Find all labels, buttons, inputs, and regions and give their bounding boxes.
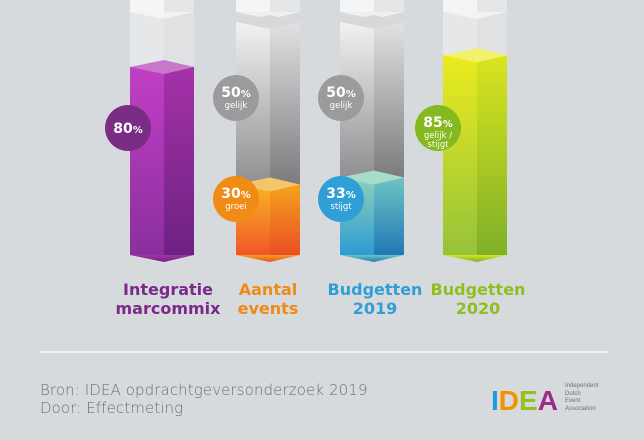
category-label-3: Budgetten 2019	[305, 280, 445, 318]
value-bubble-primary-1-value: 80%	[113, 121, 143, 137]
value-bubble-secondary-2-circle	[213, 75, 259, 121]
column-3: 33%stijgt 50%gelijk	[318, 0, 404, 262]
bar-segment-secondary-top	[340, 15, 404, 29]
logo-letter-e: E	[519, 385, 538, 416]
column-4: 85%gelijk /stijgt	[415, 0, 507, 262]
column-ghost-front	[130, 0, 164, 12]
author-line: Door: Effectmeting	[40, 399, 184, 417]
value-bubble-primary-3-sublabel: stijgt	[330, 202, 352, 212]
column-tube-front	[130, 12, 164, 67]
logo-letter-a: A	[537, 385, 558, 416]
column-ghost-side	[270, 0, 300, 12]
bar-base	[236, 255, 300, 262]
value-bubble-primary-2-value: 30%	[221, 186, 251, 202]
logo-letter-d: D	[498, 385, 520, 416]
category-label-1-line1: Integratie	[123, 280, 213, 299]
bar-segment-primary-top	[236, 177, 300, 192]
category-label-3-line2: 2019	[352, 299, 398, 318]
value-bubble-secondary-3-sublabel: gelijk	[330, 101, 353, 111]
logo-letter-i: I	[491, 385, 499, 416]
bar-segment-primary	[443, 55, 477, 255]
value-bubble-primary-4-sublabel: gelijk /	[424, 131, 452, 141]
value-bubble-secondary-3: 50%gelijk	[318, 75, 364, 121]
category-label-2: Aantal events	[198, 280, 338, 318]
bar-segment-primary-top	[130, 60, 194, 74]
bar-segment-primary-top	[340, 170, 404, 185]
column-ghost-front	[236, 0, 270, 12]
value-bubble-primary-3: 33%stijgt	[318, 176, 364, 222]
bar-segment-secondary-side	[374, 22, 404, 178]
source-note: Bron: IDEA opdrachtgeversonderzoek 2019 …	[40, 381, 368, 417]
logo-tagline-2: Dutch	[565, 390, 581, 397]
bar-base	[443, 255, 507, 262]
bar-base	[340, 255, 404, 262]
value-bubble-primary-2-sublabel: groei	[225, 202, 247, 212]
column-ghost-side	[164, 0, 194, 12]
idea-logo: IDEA Independent Dutch Event Association	[491, 383, 611, 423]
value-bubble-primary-1-circle	[105, 105, 151, 151]
column-tube-side	[164, 12, 194, 67]
value-bubble-primary-2: 30%groei	[213, 176, 259, 222]
value-bubble-primary-2-circle	[213, 176, 259, 222]
category-label-2-line2: events	[237, 299, 299, 318]
category-label-1-line2: marcommix	[115, 299, 221, 318]
column-tube-side	[477, 12, 507, 56]
value-bubble-secondary-3-value: 50%	[326, 85, 356, 101]
column-ghost-side	[477, 0, 507, 12]
divider	[40, 351, 608, 353]
value-bubble-primary-3-circle	[318, 176, 364, 222]
category-label-1: Integratie marcommix	[98, 280, 238, 318]
bar-segment-primary-side	[374, 177, 404, 255]
value-bubble-secondary-2: 50%gelijk	[213, 75, 259, 121]
bar-segment-primary-side	[270, 184, 300, 255]
value-bubble-primary-4-value: 85%	[423, 115, 453, 131]
value-bubble-primary-1: 80%	[105, 105, 151, 151]
value-bubble-primary-3-value: 33%	[326, 186, 356, 202]
value-bubble-secondary-2-value: 50%	[221, 85, 251, 101]
bar-segment-primary-side	[477, 55, 507, 255]
bar-segment-primary	[130, 67, 164, 255]
bar-segment-secondary-side	[270, 22, 300, 185]
column-tube-front	[443, 12, 477, 56]
category-label-4: Budgetten 2020	[408, 280, 548, 318]
category-label-4-line2: 2020	[455, 299, 501, 318]
idea-logo-word: IDEA	[491, 385, 558, 417]
logo-tagline: Independent Dutch Event Association	[565, 383, 615, 413]
column-2: 30%groei 50%gelijk	[213, 0, 300, 262]
column-1: 80%	[105, 0, 194, 262]
bar-base	[130, 255, 194, 262]
value-bubble-primary-4-circle	[415, 105, 461, 151]
value-bubble-primary-4: 85%gelijk /stijgt	[415, 105, 461, 151]
value-bubble-primary-4-sublabel: stijgt	[427, 140, 449, 150]
source-line: Bron: IDEA opdrachtgeversonderzoek 2019	[40, 381, 368, 399]
value-bubble-secondary-3-circle	[318, 75, 364, 121]
category-label-3-line1: Budgetten	[327, 280, 423, 299]
column-ghost-front	[340, 0, 374, 12]
value-bubble-secondary-2-sublabel: gelijk	[225, 101, 248, 111]
bar-segment-primary-top	[443, 48, 507, 63]
column-ghost-side	[374, 0, 404, 12]
bar-segment-secondary-top	[236, 15, 300, 29]
column-ghost-front	[443, 0, 477, 12]
bar-segment-primary-side	[164, 67, 194, 255]
category-label-4-line1: Budgetten	[430, 280, 526, 299]
logo-tagline-3: Event	[565, 398, 581, 404]
category-label-2-line1: Aantal	[238, 280, 298, 299]
logo-tagline-1: Independent	[565, 383, 599, 389]
logo-tagline-4: Association	[565, 405, 596, 412]
